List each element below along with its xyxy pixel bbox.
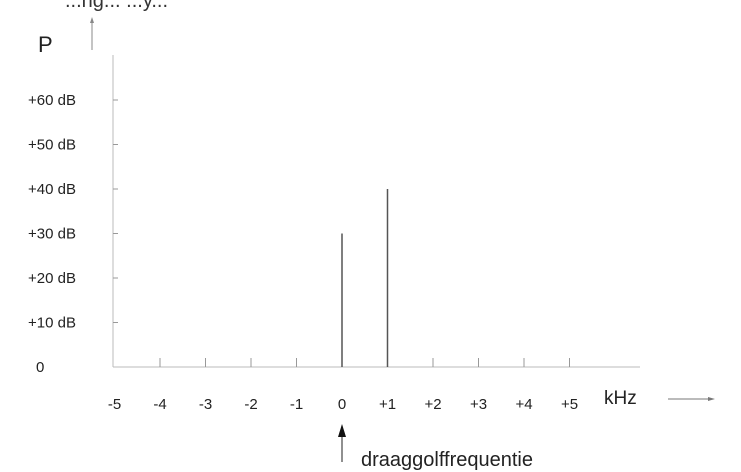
y-tick-label: +40 dB bbox=[28, 181, 76, 198]
x-tick-label: +5 bbox=[561, 396, 578, 413]
x-tick-label: +3 bbox=[470, 396, 487, 413]
x-tick-label: 0 bbox=[338, 396, 346, 413]
y-tick-label: +20 dB bbox=[28, 270, 76, 287]
carrier-arrow-head bbox=[338, 424, 346, 437]
cropped-top-text-fragment: ...ng... ...y... bbox=[65, 0, 168, 12]
y-tick-label: 0 bbox=[36, 359, 44, 376]
x-tick-label: +4 bbox=[515, 396, 532, 413]
y-axis-title: P bbox=[38, 32, 53, 57]
x-tick-label: +1 bbox=[379, 396, 396, 413]
carrier-frequency-label: draaggolffrequentie bbox=[361, 449, 533, 471]
x-axis-title: kHz bbox=[604, 388, 637, 409]
x-axis-arrowhead bbox=[708, 397, 715, 401]
y-tick-label: +60 dB bbox=[28, 92, 76, 109]
cropped-top-text: ...ng... ...y... bbox=[0, 0, 741, 22]
y-axis-arrowhead bbox=[90, 17, 94, 23]
x-tick-label: -1 bbox=[290, 396, 303, 413]
y-tick-label: +10 dB bbox=[28, 315, 76, 332]
y-tick-label: +50 dB bbox=[28, 137, 76, 154]
x-tick-label: +2 bbox=[424, 396, 441, 413]
x-tick-label: -4 bbox=[153, 396, 166, 413]
x-tick-label: -5 bbox=[108, 396, 121, 413]
y-tick-label: +30 dB bbox=[28, 226, 76, 243]
x-tick-label: -3 bbox=[199, 396, 212, 413]
x-tick-label: -2 bbox=[244, 396, 257, 413]
